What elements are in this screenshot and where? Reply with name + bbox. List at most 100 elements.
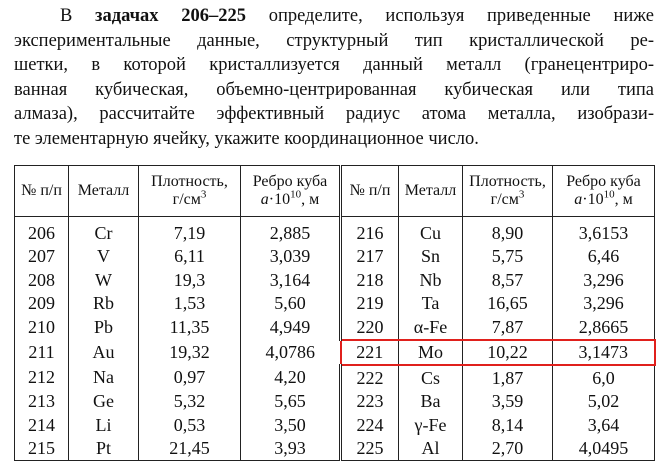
table-cell: 5,32 <box>138 389 241 413</box>
header-cell: Плотность, г/см3 <box>462 165 553 217</box>
table-cell: 2,885 <box>240 216 341 245</box>
bold-text: задачах 206–225 <box>95 6 246 26</box>
table-cell: Pb <box>68 315 139 340</box>
table-cell: 215 <box>14 436 69 461</box>
table-cell: 222 <box>339 365 399 390</box>
text-line: шетки, в которой кристаллизуется данный … <box>14 55 654 75</box>
text-line: ванная кубическая, объемно-центрированна… <box>14 79 654 100</box>
table-cell: Sn <box>398 244 463 268</box>
header-cell: Плотность, г/см3 <box>138 165 241 217</box>
table-cell: 4,0786 <box>240 339 341 365</box>
table-row: 209 Rb 1,53 5,60 219 Ta 16,65 3,296 <box>14 291 655 315</box>
text: определите, используя приведенные ниже <box>268 6 654 26</box>
table-cell: α-Fe <box>398 315 463 340</box>
table-cell: 4,949 <box>240 315 341 340</box>
table-cell: 5,75 <box>462 244 553 268</box>
superscript: 3 <box>200 188 207 201</box>
table-row: 206 Cr 7,19 2,885 216 Cu 8,90 3,6153 <box>14 216 655 245</box>
table-cell: 3,64 <box>552 413 655 437</box>
table-cell: 225 <box>339 436 399 461</box>
table-cell: 5,65 <box>240 389 341 413</box>
table-cell: 218 <box>339 268 399 292</box>
table-row: 212 Na 0,97 4,20 222 Cs 1,87 6,0 <box>14 365 655 390</box>
table-row: 207 V 6,11 3,039 217 Sn 5,75 6,46 <box>14 244 655 268</box>
table-cell: 3,296 <box>552 291 655 315</box>
table-cell: 6,11 <box>138 244 241 268</box>
superscript: 3 <box>518 188 525 201</box>
header-cell: Ребро куба a·1010, м <box>240 165 341 217</box>
table-cell: 2,8665 <box>552 315 655 340</box>
table-cell: 213 <box>14 389 69 413</box>
table-cell: 8,14 <box>462 413 553 437</box>
text-line: В задачах 206–225 определите, используя … <box>14 4 654 29</box>
data-table: № п/п Металл Плотность, г/см3 Ребро куба a·10… <box>14 165 656 461</box>
table-cell: 207 <box>14 244 69 268</box>
table-cell: 6,46 <box>552 244 655 268</box>
text: В <box>60 6 73 26</box>
table-cell: 216 <box>339 216 399 245</box>
table-cell: Ge <box>68 389 139 413</box>
header-text: ·10 <box>582 191 604 208</box>
header-text: ·10 <box>268 191 291 208</box>
table-cell: Li <box>68 413 139 437</box>
superscript: 10 <box>290 188 302 201</box>
table-cell: Al <box>398 436 463 461</box>
table-cell: Ta <box>398 291 463 315</box>
table-cell: 7,87 <box>462 315 553 340</box>
header-cell: Металл <box>68 165 139 217</box>
header-cell: № п/п <box>14 165 69 217</box>
table-cell: Nb <box>398 268 463 292</box>
table-cell: 3,50 <box>240 413 341 437</box>
table-cell: 7,19 <box>138 216 241 245</box>
table-row: 208 W 19,3 3,164 218 Nb 8,57 3,296 <box>14 268 655 292</box>
header-text: Плотность, г/см <box>151 173 228 208</box>
header-row: № п/п Металл Плотность, г/см3 Ребро куба a·10… <box>14 165 655 217</box>
table-cell: 5,02 <box>552 389 655 413</box>
table-row: 211 Au 19,32 4,0786 221 Mo 10,22 3,1473 <box>14 338 656 366</box>
table-cell: 19,32 <box>138 339 241 365</box>
header-text: a <box>260 191 269 208</box>
table-cell: Cs <box>398 365 463 390</box>
table-cell: Au <box>68 339 139 365</box>
table-cell: Ba <box>398 389 463 413</box>
table-cell: 4,20 <box>240 365 341 390</box>
table-cell: 223 <box>339 389 399 413</box>
table-cell: 214 <box>14 413 69 437</box>
header-cell: № п/п <box>339 165 399 217</box>
table-cell: 4,0495 <box>552 436 655 461</box>
table-cell: Cu <box>398 216 463 245</box>
paragraph: В задачах 206–225 определите, используя … <box>14 4 654 151</box>
table-cell: 8,90 <box>462 216 553 245</box>
header-text: , м <box>614 191 633 208</box>
table-cell: 21,45 <box>138 436 241 461</box>
table-cell: 3,93 <box>240 436 341 461</box>
table-cell: Mo <box>398 338 463 366</box>
table-row: 214 Li 0,53 3,50 224 γ-Fe 8,14 3,64 <box>14 413 655 437</box>
table-cell: 1,53 <box>138 291 241 315</box>
table-cell: 6,0 <box>552 365 655 390</box>
table-cell: 3,164 <box>240 268 341 292</box>
table-cell: 3,6153 <box>552 216 655 245</box>
table-cell: Cr <box>68 216 139 245</box>
table-cell: 11,35 <box>138 315 241 340</box>
table-cell: γ-Fe <box>398 413 463 437</box>
header-text: Ребро куба <box>252 173 328 190</box>
header-text: Плотность, г/см <box>469 173 546 208</box>
table-cell: 210 <box>14 315 69 340</box>
table-cell: 206 <box>14 216 69 245</box>
table-cell: Pt <box>68 436 139 461</box>
text-line: алмаза), рассчитайте эффективный радиус … <box>14 104 654 124</box>
table-cell: 221 <box>339 338 399 366</box>
table-cell: 5,60 <box>240 291 341 315</box>
header-cell: Ребро куба a·1010, м <box>552 165 655 217</box>
header-text: , м <box>301 191 320 208</box>
table-cell: 208 <box>14 268 69 292</box>
table-cell: V <box>68 244 139 268</box>
table-cell: 209 <box>14 291 69 315</box>
text-line: те элементарную ячейку, укажите координа… <box>14 128 479 149</box>
table-cell: 3,59 <box>462 389 553 413</box>
table-cell: 16,65 <box>462 291 553 315</box>
table-cell: 0,97 <box>138 365 241 390</box>
table-cell: 212 <box>14 365 69 390</box>
table-cell: 219 <box>339 291 399 315</box>
